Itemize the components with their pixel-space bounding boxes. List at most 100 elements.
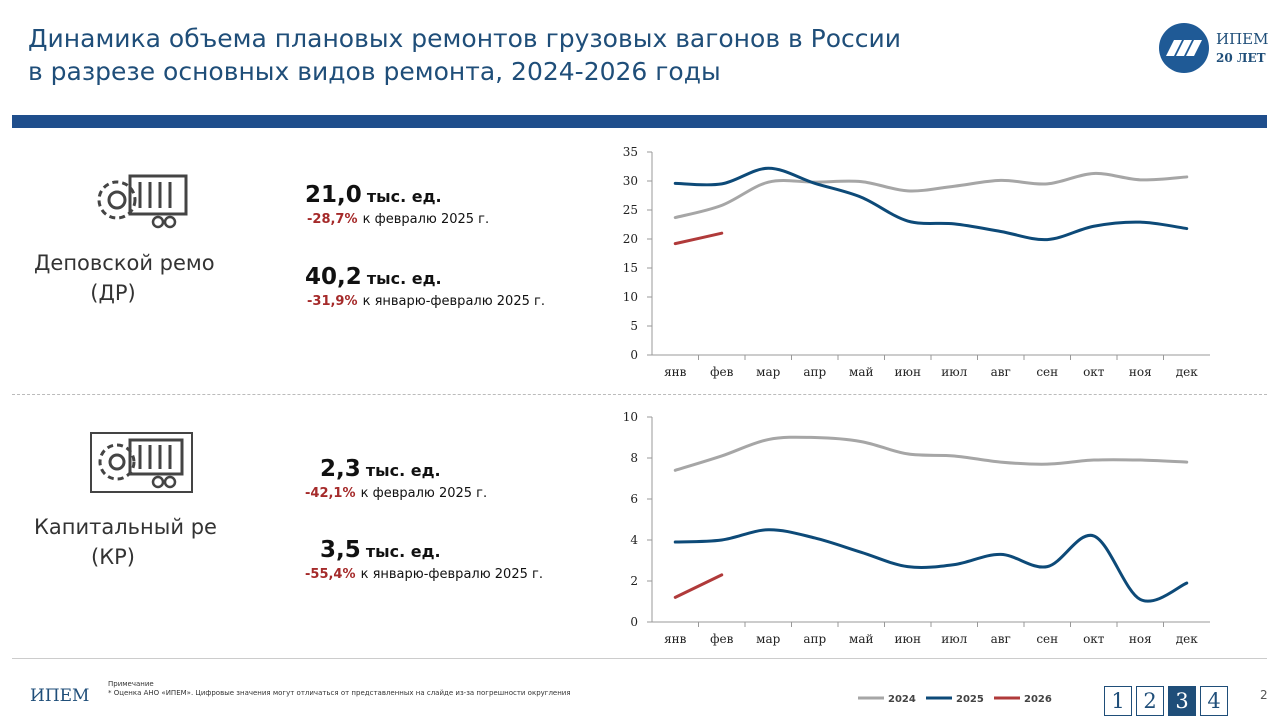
page-button[interactable]: 2 bbox=[1136, 686, 1164, 716]
section-label: Деповской ремонт (ДР) bbox=[34, 248, 216, 308]
stat-change: -28,7% bbox=[307, 212, 358, 227]
x-tick-label: мар bbox=[756, 365, 780, 379]
stat-context: к февралю 2025 г. bbox=[362, 212, 490, 227]
x-tick-label: фев bbox=[710, 365, 733, 379]
y-tick-label: 10 bbox=[623, 410, 638, 424]
logo: ИПЕМ 20 ЛЕТ bbox=[1159, 23, 1268, 73]
page-button[interactable]: 3 bbox=[1168, 686, 1196, 716]
x-tick-label: июл bbox=[941, 365, 967, 379]
x-tick-label: сен bbox=[1036, 365, 1058, 379]
x-tick-label: дек bbox=[1176, 632, 1198, 646]
icon-depot bbox=[97, 174, 188, 229]
x-tick-label: сен bbox=[1036, 632, 1058, 646]
legend-label: 2024 bbox=[888, 694, 916, 705]
title-line: Динамика объема плановых ремонтов грузов… bbox=[28, 24, 902, 53]
stat-unit: тыс. ед. bbox=[365, 542, 441, 561]
y-tick-label: 20 bbox=[623, 232, 638, 246]
stat-value: 2,3 bbox=[320, 456, 361, 482]
x-tick-label: окт bbox=[1083, 632, 1105, 646]
stat-unit: тыс. ед. bbox=[365, 461, 441, 480]
page-button[interactable]: 1 bbox=[1104, 686, 1132, 716]
stat-change: -42,1% bbox=[305, 486, 356, 501]
x-tick-label: апр bbox=[803, 365, 826, 379]
section-name: Деповской ремонт bbox=[34, 251, 216, 275]
stat-value: 40,2 bbox=[305, 264, 362, 290]
y-tick-label: 0 bbox=[630, 615, 638, 629]
note-text: * Оценка АНО «ИПЕМ». Цифровые значения м… bbox=[108, 689, 571, 697]
y-tick-label: 25 bbox=[623, 203, 638, 217]
section-abbr: (КР) bbox=[91, 545, 135, 569]
stat-main: 40,2 тыс. ед. bbox=[305, 264, 545, 290]
note-title: Примечание bbox=[108, 680, 154, 688]
series-line bbox=[673, 171, 1189, 220]
divider bbox=[12, 394, 1267, 395]
y-tick-label: 30 bbox=[623, 174, 638, 188]
y-tick-label: 5 bbox=[630, 319, 638, 333]
title: Динамика объема плановых ремонтов грузов… bbox=[28, 22, 901, 88]
stat: 21,0 тыс. ед. -28,7% к февралю 2025 г. bbox=[305, 182, 489, 227]
y-tick-label: 35 bbox=[623, 145, 638, 159]
x-tick-label: июн bbox=[895, 632, 921, 646]
header-bar bbox=[12, 115, 1267, 128]
stat-main: 21,0 тыс. ед. bbox=[305, 182, 489, 208]
series-line bbox=[673, 573, 724, 599]
stat: 3,5 тыс. ед. -55,4% к январю-февралю 2025… bbox=[305, 537, 543, 582]
stat-change: -55,4% bbox=[305, 567, 356, 582]
x-tick-label: фев bbox=[710, 632, 733, 646]
x-tick-label: май bbox=[849, 632, 874, 646]
footer-logo: ИПЕМ bbox=[30, 686, 90, 706]
section-label: Капитальный ремонт (КР) bbox=[34, 512, 216, 572]
y-tick-label: 6 bbox=[630, 492, 638, 506]
stat-change: -31,9% bbox=[307, 294, 358, 309]
stat: 2,3 тыс. ед. -42,1% к февралю 2025 г. bbox=[305, 456, 487, 501]
x-tick-label: авг bbox=[991, 365, 1011, 379]
x-tick-label: май bbox=[849, 365, 874, 379]
title-line: в разрезе основных видов ремонта, 2024-2… bbox=[28, 57, 721, 86]
legend-label: 2026 bbox=[1024, 694, 1052, 705]
x-tick-label: ноя bbox=[1129, 365, 1152, 379]
stat-context: к февралю 2025 г. bbox=[360, 486, 488, 501]
note: Примечание * Оценка АНО «ИПЕМ». Цифровые… bbox=[108, 680, 571, 698]
divider bbox=[12, 658, 1267, 659]
y-tick-label: 0 bbox=[630, 348, 638, 362]
stat-change-line: -42,1% к февралю 2025 г. bbox=[305, 482, 487, 501]
x-tick-label: июн bbox=[895, 365, 921, 379]
y-tick-label: 8 bbox=[630, 451, 638, 465]
y-tick-label: 15 bbox=[623, 261, 638, 275]
logo-sub: 20 ЛЕТ bbox=[1216, 51, 1266, 65]
stat-change-line: -55,4% к январю-февралю 2025 г. bbox=[305, 563, 543, 582]
slide-number: 2 bbox=[1260, 688, 1268, 702]
x-tick-label: ноя bbox=[1129, 632, 1152, 646]
y-tick-label: 4 bbox=[630, 533, 638, 547]
stat-unit: тыс. ед. bbox=[366, 269, 442, 288]
stat-change-line: -31,9% к январю-февралю 2025 г. bbox=[307, 290, 545, 309]
y-tick-label: 2 bbox=[630, 574, 638, 588]
series-line bbox=[673, 166, 1189, 242]
stat-context: к январю-февралю 2025 г. bbox=[360, 567, 543, 582]
icon-capital bbox=[90, 432, 193, 493]
stat-change-line: -28,7% к февралю 2025 г. bbox=[307, 208, 489, 227]
stat-main: 3,5 тыс. ед. bbox=[320, 537, 543, 563]
stat-value: 21,0 bbox=[305, 182, 362, 208]
x-tick-label: апр bbox=[803, 632, 826, 646]
page-button[interactable]: 4 bbox=[1200, 686, 1228, 716]
logo-name: ИПЕМ bbox=[1216, 30, 1268, 48]
x-tick-label: дек bbox=[1176, 365, 1198, 379]
stat-value: 3,5 bbox=[320, 537, 361, 563]
x-tick-label: окт bbox=[1083, 365, 1105, 379]
y-tick-label: 10 bbox=[623, 290, 638, 304]
section-abbr: (ДР) bbox=[90, 281, 136, 305]
x-tick-label: янв bbox=[664, 365, 687, 379]
stat-context: к январю-февралю 2025 г. bbox=[362, 294, 545, 309]
x-tick-label: янв bbox=[664, 632, 687, 646]
series-line bbox=[673, 435, 1189, 472]
series-line bbox=[673, 231, 724, 246]
x-tick-label: июл bbox=[941, 632, 967, 646]
series-line bbox=[673, 528, 1189, 603]
x-tick-label: мар bbox=[756, 632, 780, 646]
x-tick-label: авг bbox=[991, 632, 1011, 646]
legend-label: 2025 bbox=[956, 694, 984, 705]
